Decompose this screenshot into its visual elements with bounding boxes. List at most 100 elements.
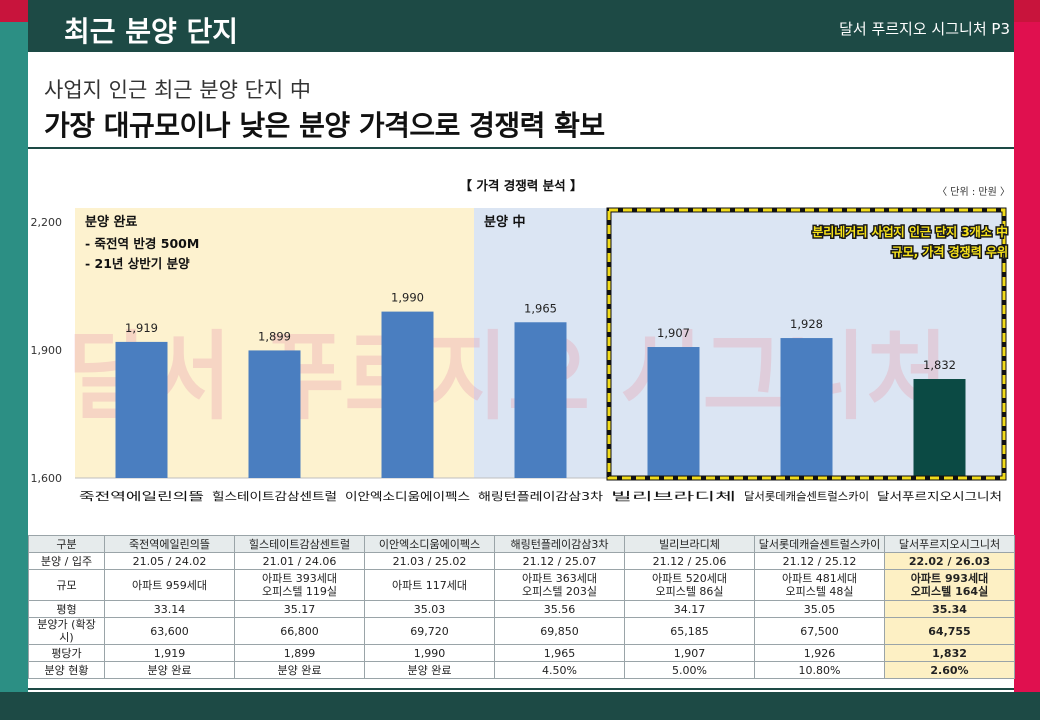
bar-0: [115, 341, 168, 478]
table-cell: 2.60%: [884, 661, 1015, 679]
table-cell: 21.01 / 24.06: [234, 552, 365, 570]
table-cell: 67,500: [754, 617, 885, 645]
table-header-cell: 해링턴플레이감삼3차: [494, 535, 625, 553]
comparison-table: 구분 죽전역에일린의뜰 힐스테이트감삼센트럴 이안엑소디움에이펙스 해링턴플레이감삼3차…: [28, 535, 1015, 679]
x-tick-label: 달서푸르지오시그니처: [877, 490, 1002, 503]
bottom-frame-stripe: [0, 692, 1040, 720]
subtitle: 사업지 인근 최근 분양 단지 中: [44, 78, 311, 102]
headline: 가장 대규모이나 낮은 분양 가격으로 경쟁력 확보: [44, 109, 605, 142]
table-cell: 21.03 / 25.02: [364, 552, 495, 570]
bar-value-label: 1,928: [790, 317, 823, 331]
table-row: 평형 33.14 35.17 35.03 35.56 34.17 35.05 35.34: [28, 600, 1015, 618]
table-cell: 21.12 / 25.06: [624, 552, 755, 570]
table-cell: 21.05 / 24.02: [104, 552, 235, 570]
price-chart: 분양 완료 - 죽전역 반경 500M - 21년 상반기 분양 분양 中 달서 푸르지…: [28, 160, 1014, 532]
bar-value-label: 1,919: [125, 321, 158, 335]
bar-value-label: 1,990: [391, 291, 424, 305]
table-cell: 35.56: [494, 600, 625, 618]
chart-title: 【 가격 경쟁력 분석 】: [460, 178, 583, 193]
header-band: 최근 분양 단지 달서 푸르지오 시그니처 P3: [28, 0, 1014, 52]
y-tick-label: 2,200: [31, 216, 63, 229]
chart-unit-label: 〈 단위 : 만원 〉: [937, 185, 1010, 198]
bar-value-label: 1,899: [258, 329, 291, 343]
region-title: 분양 中: [484, 214, 525, 230]
table-cell: 아파트 959세대: [104, 569, 235, 601]
table-cell: 10.80%: [754, 661, 885, 679]
table-cell: 아파트 520세대 오피스텔 86실: [624, 569, 755, 601]
table-row: 분양 현황 분양 완료 분양 완료 분양 완료 4.50% 5.00% 10.80% 2.60…: [28, 661, 1015, 679]
table-cell: 63,600: [104, 617, 235, 645]
table-cell: 66,800: [234, 617, 365, 645]
table-cell: 21.12 / 25.07: [494, 552, 625, 570]
table-row: 평당가 1,919 1,899 1,990 1,965 1,907 1,926 1,832: [28, 644, 1015, 662]
table-header-cell: 죽전역에일린의뜰: [104, 535, 235, 553]
table-row: 분양가 (확장시) 63,600 66,800 69,720 69,850 65,185 6…: [28, 617, 1015, 645]
table-cell: 21.12 / 25.12: [754, 552, 885, 570]
x-tick-label: 해링턴플레이감삼3차: [478, 489, 603, 503]
table-cell: 아파트 993세대 오피스텔 164실: [884, 569, 1015, 601]
bar-4: [647, 347, 700, 478]
table-header-cell: 이안엑소디움에이펙스: [364, 535, 495, 553]
header-divider: [28, 147, 1014, 149]
table-cell: 35.34: [884, 600, 1015, 618]
table-cell: 1,832: [884, 644, 1015, 662]
table-header-cell: 힐스테이트감삼센트럴: [234, 535, 365, 553]
table-row-label: 규모: [28, 569, 105, 601]
table-cell: 69,850: [494, 617, 625, 645]
table-row: 규모 아파트 959세대 아파트 393세대 오피스텔 119실 아파트 117세대 아파…: [28, 569, 1015, 601]
table-header-cell: 달서롯데캐슬센트럴스카이: [754, 535, 885, 553]
table-header-row: 구분 죽전역에일린의뜰 힐스테이트감삼센트럴 이안엑소디움에이펙스 해링턴플레이감삼3차…: [28, 535, 1015, 553]
table-cell: 35.17: [234, 600, 365, 618]
table-cell: 분양 완료: [104, 661, 235, 679]
table-cell: 1,899: [234, 644, 365, 662]
table-cell: 33.14: [104, 600, 235, 618]
x-tick-label: 빌리브라디체: [611, 490, 736, 503]
table-row: 분양 / 입주 21.05 / 24.02 21.01 / 24.06 21.03 /…: [28, 552, 1015, 570]
y-tick-label: 1,600: [31, 472, 63, 485]
table-cell: 1,965: [494, 644, 625, 662]
table-cell: 1,919: [104, 644, 235, 662]
bar-2: [381, 311, 434, 478]
table-cell: 1,990: [364, 644, 495, 662]
y-tick-label: 1,900: [31, 344, 63, 357]
bar-6: [913, 379, 966, 478]
table-cell: 1,907: [624, 644, 755, 662]
x-tick-label: 죽전역에일린의뜰: [79, 489, 204, 503]
table-cell: 64,755: [884, 617, 1015, 645]
table-cell: 69,720: [364, 617, 495, 645]
table-cell: 아파트 481세대 오피스텔 48실: [754, 569, 885, 601]
table-row-label: 분양 / 입주: [28, 552, 105, 570]
table-header-cell: 구분: [28, 535, 105, 553]
table-row-label: 평형: [28, 600, 105, 618]
table-cell: 65,185: [624, 617, 755, 645]
bar-value-label: 1,832: [923, 358, 956, 372]
bar-1: [248, 350, 301, 478]
region-note: - 21년 상반기 분양: [85, 256, 190, 271]
bar-value-label: 1,907: [657, 326, 690, 340]
table-cell: 22.02 / 26.03: [884, 552, 1015, 570]
table-cell: 4.50%: [494, 661, 625, 679]
table-row-label: 평당가: [28, 644, 105, 662]
table-cell: 35.03: [364, 600, 495, 618]
table-row-label: 분양가 (확장시): [28, 617, 105, 645]
left-frame-stripe: [0, 0, 28, 720]
table-cell: 아파트 117세대: [364, 569, 495, 601]
bar-5: [780, 338, 833, 478]
table-cell: 분양 완료: [364, 661, 495, 679]
table-cell: 35.05: [754, 600, 885, 618]
x-tick-label: 달서롯데캐슬센트럴스카이: [744, 490, 869, 503]
table-row-label: 분양 현황: [28, 661, 105, 679]
callout-text: 분리네거리 사업지 인근 단지 3개소 中: [812, 224, 1008, 239]
bar-value-label: 1,965: [524, 301, 557, 315]
highlight-box-dashes: [607, 208, 1006, 480]
bar-3: [514, 322, 567, 478]
right-frame-stripe: [1014, 0, 1040, 720]
header-project-name: 달서 푸르지오 시그니처 P3: [839, 20, 1010, 38]
table-cell: 5.00%: [624, 661, 755, 679]
x-tick-label: 힐스테이트감삼센트럴: [212, 490, 337, 503]
table-cell: 34.17: [624, 600, 755, 618]
table-cell: 아파트 363세대 오피스텔 203실: [494, 569, 625, 601]
region-title: 분양 완료: [85, 215, 137, 230]
callout-text: 규모, 가격 경쟁력 우위: [892, 244, 1008, 259]
